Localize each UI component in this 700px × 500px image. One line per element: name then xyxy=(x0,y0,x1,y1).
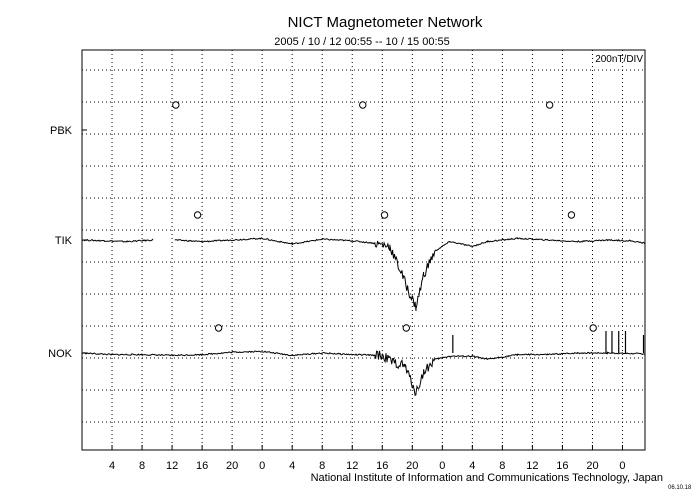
noon-marker xyxy=(380,211,389,219)
x-tick-label: 4 xyxy=(289,460,295,472)
x-tick-label: 4 xyxy=(109,460,115,472)
x-tick-label: 4 xyxy=(469,460,475,472)
x-tick-label: 0 xyxy=(619,460,625,472)
station-label: PBK xyxy=(50,125,73,137)
chart-subtitle: 2005 / 10 / 12 00:55 -- 10 / 15 00:55 xyxy=(274,36,450,48)
noon-marker xyxy=(545,101,554,109)
noon-marker xyxy=(567,211,576,219)
x-tick-label: 12 xyxy=(526,460,538,472)
noon-marker xyxy=(193,211,202,219)
noon-marker xyxy=(359,101,367,109)
station-label: TIK xyxy=(55,235,73,247)
station-tik: TIK xyxy=(55,211,646,312)
x-tick-label: 20 xyxy=(406,460,418,472)
stamp-text: 06.10.18 xyxy=(668,485,692,491)
noon-marker xyxy=(172,101,180,109)
x-tick-label: 8 xyxy=(319,460,325,472)
noon-marker xyxy=(402,324,410,332)
x-tick-label: 16 xyxy=(376,460,388,472)
station-nok: NOK xyxy=(48,324,646,397)
noon-marker xyxy=(589,324,597,332)
x-tick-label: 20 xyxy=(586,460,598,472)
chart-title: NICT Magnetometer Network xyxy=(288,14,483,31)
x-tick-label: 20 xyxy=(226,460,238,472)
scale-label: 200nT/DIV xyxy=(595,54,643,65)
noon-marker xyxy=(214,324,223,332)
x-tick-label: 12 xyxy=(166,460,178,472)
station-trace xyxy=(81,237,646,312)
x-tick-label: 12 xyxy=(346,460,358,472)
x-tick-label: 0 xyxy=(439,460,445,472)
x-tick-label: 0 xyxy=(259,460,265,472)
station-pbk: PBK xyxy=(50,101,554,137)
station-label: NOK xyxy=(48,348,73,360)
x-tick-label: 16 xyxy=(196,460,208,472)
credit-text: National Institute of Information and Co… xyxy=(311,472,663,484)
x-tick-label: 16 xyxy=(556,460,568,472)
plot-frame xyxy=(81,49,646,451)
grid xyxy=(82,50,645,450)
station-trace xyxy=(81,350,646,397)
x-tick-label: 8 xyxy=(499,460,505,472)
x-tick-label: 8 xyxy=(139,460,145,472)
